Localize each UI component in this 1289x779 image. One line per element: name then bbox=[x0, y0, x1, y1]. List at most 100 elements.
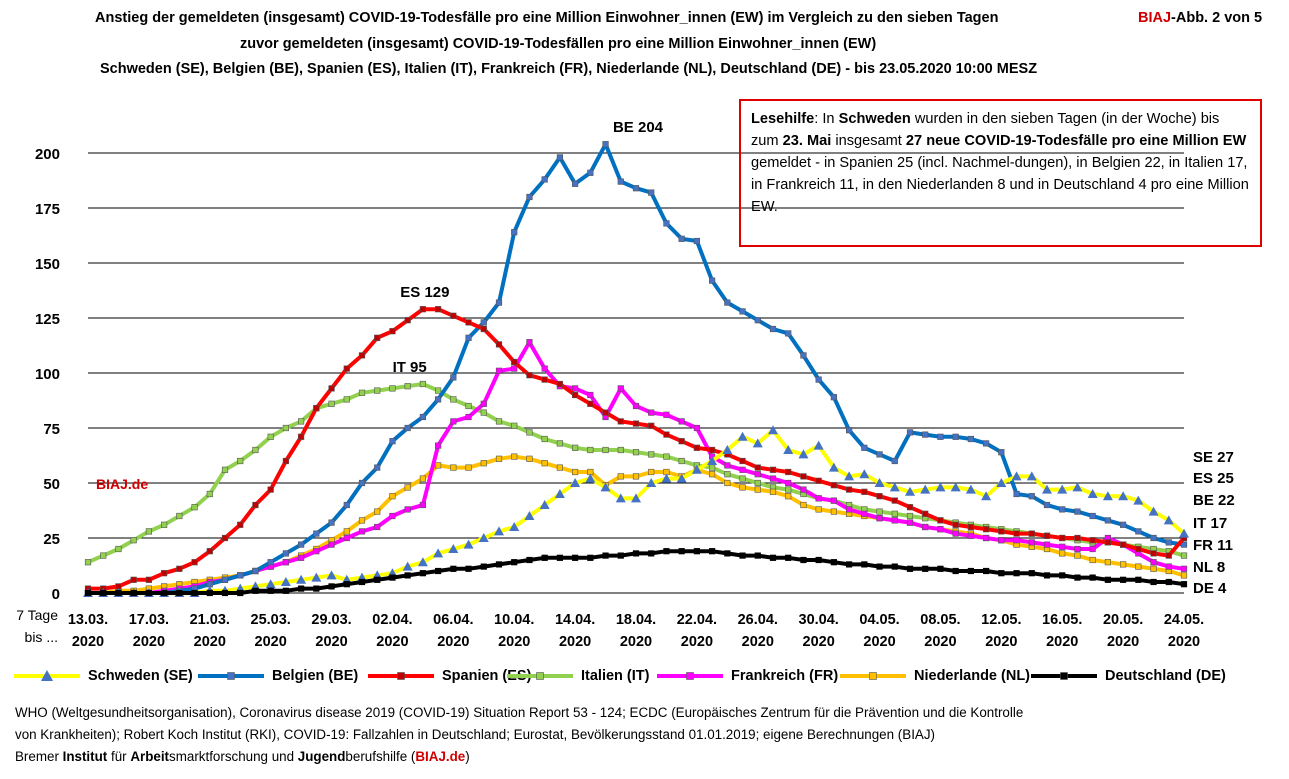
data-point-se bbox=[570, 478, 581, 487]
data-point-es bbox=[967, 523, 974, 531]
data-point-it bbox=[495, 418, 503, 425]
data-point-de bbox=[1074, 574, 1081, 581]
data-point-fr bbox=[1165, 563, 1172, 570]
data-point-nl bbox=[526, 455, 533, 462]
data-point-de bbox=[526, 556, 533, 564]
data-point-it bbox=[541, 435, 548, 443]
legend-swatch-nl bbox=[840, 672, 906, 680]
x-tick-1404: 14.04. 2020 bbox=[555, 612, 595, 650]
data-point-de bbox=[709, 548, 716, 555]
data-point-de bbox=[1013, 570, 1020, 577]
data-point-se bbox=[859, 469, 870, 479]
chart-legend: Schweden (SE) Belgien (BE) Spanien (ES) Ita… bbox=[0, 664, 1289, 688]
data-point-se bbox=[676, 473, 687, 483]
data-point-fr bbox=[648, 409, 655, 416]
data-point-es bbox=[998, 528, 1005, 535]
x-tick-0805: 08.05. 2020 bbox=[920, 612, 960, 650]
x-tick-1303: 13.03. 2020 bbox=[68, 612, 108, 650]
data-point-se bbox=[509, 522, 520, 531]
data-point-es bbox=[161, 570, 168, 577]
legend-item-be: Belgien (BE) bbox=[196, 664, 358, 688]
data-point-se bbox=[494, 526, 504, 536]
data-point-be bbox=[876, 451, 883, 458]
x-tick-label-date: 10.04. bbox=[494, 612, 534, 628]
data-point-be bbox=[511, 229, 518, 236]
data-point-it bbox=[252, 446, 259, 454]
data-point-fr bbox=[465, 413, 472, 421]
data-point-fr bbox=[1028, 539, 1035, 546]
chart-title-line-1: Anstieg der gemeldeten (insgesamt) COVID… bbox=[95, 10, 999, 26]
data-point-es bbox=[830, 482, 837, 489]
data-point-be bbox=[541, 176, 548, 183]
data-point-se bbox=[965, 484, 976, 494]
footer-text-i: ) bbox=[465, 749, 470, 764]
data-point-es bbox=[556, 380, 563, 388]
data-point-it bbox=[1180, 552, 1188, 559]
data-point-de bbox=[1059, 572, 1066, 579]
data-point-se bbox=[752, 438, 763, 448]
data-point-it bbox=[511, 422, 518, 429]
data-point-be bbox=[1104, 517, 1111, 524]
x-tick-1804: 18.04. 2020 bbox=[616, 612, 656, 650]
legend-item-es: Spanien (ES) bbox=[366, 664, 531, 688]
data-point-es bbox=[663, 431, 670, 438]
data-point-se bbox=[889, 482, 900, 492]
data-point-es bbox=[404, 317, 411, 324]
footer-text-f: Jugend bbox=[297, 749, 346, 764]
x-axis-title-line-1: 7 Tage bbox=[16, 607, 58, 623]
data-point-be bbox=[739, 308, 746, 315]
data-point-se bbox=[828, 462, 839, 472]
legend-swatch-de bbox=[1031, 672, 1097, 680]
data-point-de bbox=[617, 552, 624, 559]
figure-tag-number: -Abb. 2 von 5 bbox=[1171, 10, 1263, 26]
data-point-es bbox=[328, 385, 335, 392]
reading-aid-heading: Lesehilfe bbox=[751, 111, 815, 127]
data-point-es bbox=[876, 493, 883, 500]
data-point-de bbox=[435, 567, 442, 575]
data-point-fr bbox=[495, 367, 503, 374]
data-point-nl bbox=[724, 479, 731, 487]
data-point-se bbox=[417, 557, 428, 567]
data-point-se bbox=[981, 491, 992, 501]
end-label-be: BE 22 bbox=[1193, 492, 1235, 509]
data-point-nl bbox=[374, 508, 381, 515]
data-point-de bbox=[450, 565, 457, 572]
data-point-fr bbox=[678, 418, 685, 425]
data-point-de bbox=[358, 578, 366, 586]
y-tick-label-75: 75 bbox=[43, 421, 60, 438]
x-tick-0204: 02.04. 2020 bbox=[372, 612, 412, 650]
data-point-es bbox=[191, 559, 198, 566]
data-point-es bbox=[1150, 550, 1157, 557]
legend-label-es: Spanien (ES) bbox=[442, 668, 532, 684]
data-point-es bbox=[709, 446, 716, 454]
y-tick-label-100: 100 bbox=[35, 366, 60, 383]
data-point-se bbox=[768, 425, 778, 435]
data-point-se bbox=[783, 445, 794, 454]
data-point-nl bbox=[343, 528, 350, 535]
data-point-nl bbox=[1135, 563, 1142, 570]
data-point-nl bbox=[785, 493, 792, 500]
x-tick-label-date: 14.04. bbox=[555, 612, 595, 628]
data-point-be bbox=[952, 433, 959, 440]
data-point-be bbox=[465, 334, 472, 341]
data-point-se bbox=[296, 574, 307, 584]
reading-aid-text-3: insgesamt bbox=[831, 133, 906, 149]
data-point-it bbox=[617, 446, 624, 454]
x-tick-label-year: 2020 bbox=[681, 634, 713, 650]
data-point-de bbox=[861, 561, 868, 568]
data-point-fr bbox=[343, 534, 350, 542]
x-tick-label-year: 2020 bbox=[437, 634, 469, 650]
legend-marker bbox=[869, 672, 877, 680]
data-point-fr bbox=[450, 418, 457, 425]
x-tick-label-year: 2020 bbox=[194, 634, 226, 650]
data-point-se bbox=[661, 473, 672, 483]
data-point-es bbox=[739, 457, 746, 465]
end-label-es: ES 25 bbox=[1193, 470, 1234, 487]
legend-label-be: Belgien (BE) bbox=[272, 668, 359, 684]
data-point-be bbox=[1043, 501, 1051, 509]
data-point-it bbox=[267, 433, 274, 440]
data-point-se bbox=[1118, 491, 1129, 501]
data-point-be bbox=[282, 550, 289, 557]
data-point-es bbox=[176, 565, 183, 572]
data-point-es bbox=[587, 400, 594, 407]
